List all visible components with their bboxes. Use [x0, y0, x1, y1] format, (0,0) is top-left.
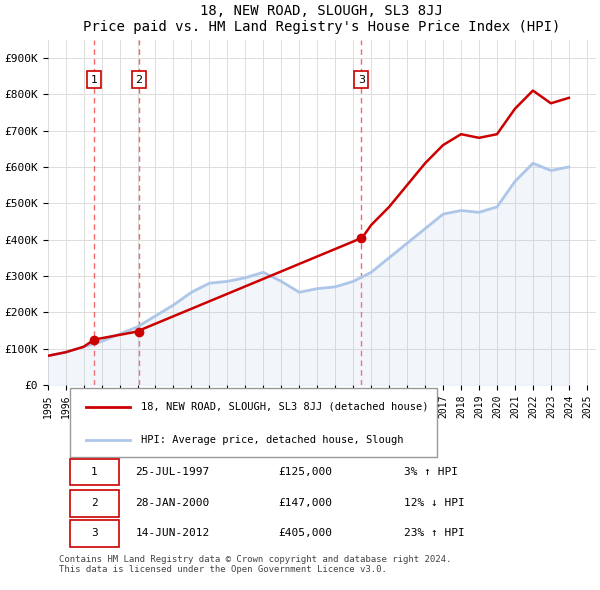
Text: HPI: Average price, detached house, Slough: HPI: Average price, detached house, Slou… [141, 435, 403, 445]
Text: 3% ↑ HPI: 3% ↑ HPI [404, 467, 458, 477]
Text: 28-JAN-2000: 28-JAN-2000 [136, 499, 209, 509]
Text: 25-JUL-1997: 25-JUL-1997 [136, 467, 209, 477]
Text: 12% ↓ HPI: 12% ↓ HPI [404, 499, 465, 509]
Text: £147,000: £147,000 [278, 499, 332, 509]
FancyBboxPatch shape [70, 458, 119, 486]
Text: Contains HM Land Registry data © Crown copyright and database right 2024.
This d: Contains HM Land Registry data © Crown c… [59, 555, 451, 575]
FancyBboxPatch shape [70, 520, 119, 546]
Text: 3: 3 [358, 75, 365, 85]
FancyBboxPatch shape [70, 388, 437, 457]
Text: £125,000: £125,000 [278, 467, 332, 477]
Text: 18, NEW ROAD, SLOUGH, SL3 8JJ (detached house): 18, NEW ROAD, SLOUGH, SL3 8JJ (detached … [141, 402, 428, 412]
Text: £405,000: £405,000 [278, 528, 332, 538]
FancyBboxPatch shape [70, 490, 119, 517]
Title: 18, NEW ROAD, SLOUGH, SL3 8JJ
Price paid vs. HM Land Registry's House Price Inde: 18, NEW ROAD, SLOUGH, SL3 8JJ Price paid… [83, 4, 560, 34]
Text: 14-JUN-2012: 14-JUN-2012 [136, 528, 209, 538]
Text: 1: 1 [91, 75, 97, 85]
Text: 23% ↑ HPI: 23% ↑ HPI [404, 528, 465, 538]
Text: 3: 3 [91, 528, 98, 538]
Text: 2: 2 [136, 75, 143, 85]
Text: 1: 1 [91, 467, 98, 477]
Text: 2: 2 [91, 499, 98, 509]
